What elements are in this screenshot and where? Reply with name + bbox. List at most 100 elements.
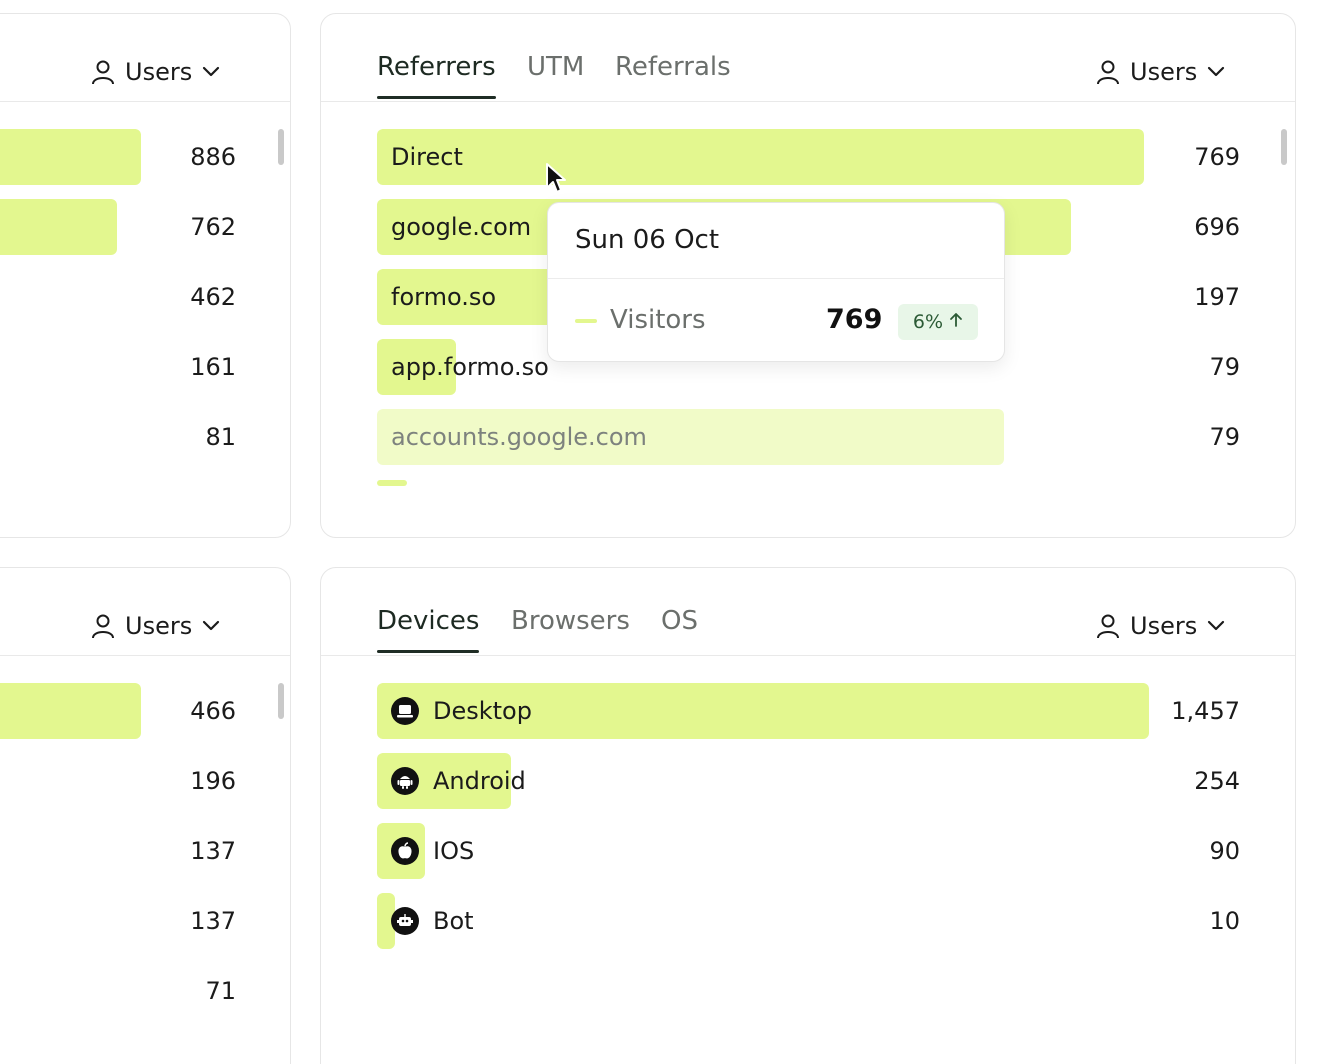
row-value: 886 bbox=[190, 143, 236, 171]
row-label: app.formo.so bbox=[391, 353, 549, 381]
row-label: formo.so bbox=[391, 283, 497, 311]
row-value: 1,457 bbox=[1171, 697, 1240, 725]
card-header: Users bbox=[0, 568, 290, 656]
list-item[interactable]: 161 bbox=[0, 339, 290, 395]
list-item[interactable]: Bot 10 bbox=[377, 893, 1242, 949]
metric-selector-label: Users bbox=[125, 612, 193, 640]
list-overflow-bar bbox=[377, 480, 407, 486]
list-item[interactable]: 137 bbox=[0, 823, 290, 879]
bottom-left-card: Users 466 196 137 137 71 bbox=[0, 567, 291, 1064]
value-bar bbox=[0, 199, 118, 255]
top-left-card: Users 886 762 462 161 81 bbox=[0, 13, 291, 538]
row-label: Android bbox=[433, 767, 526, 795]
value-bar bbox=[377, 409, 1004, 465]
list-item[interactable]: 81 bbox=[0, 409, 290, 465]
change-badge: 6% bbox=[898, 304, 978, 340]
arrow-up-icon bbox=[949, 311, 963, 333]
list-item[interactable]: Desktop 1,457 bbox=[377, 683, 1242, 739]
tooltip-value: 769 bbox=[826, 304, 883, 335]
row-label: Direct bbox=[391, 143, 463, 171]
tab-os[interactable]: OS bbox=[661, 606, 698, 636]
row-value: 10 bbox=[1209, 907, 1240, 935]
row-value: 462 bbox=[190, 283, 236, 311]
user-icon bbox=[91, 59, 115, 85]
bot-icon bbox=[391, 907, 419, 935]
value-bar bbox=[377, 269, 574, 325]
value-bar bbox=[377, 683, 1149, 739]
scrollbar[interactable] bbox=[278, 683, 284, 719]
row-value: 81 bbox=[205, 423, 236, 451]
devices-card: Devices Browsers OS Users Desktop 1,457 An… bbox=[320, 567, 1296, 1064]
list-item[interactable]: 196 bbox=[0, 753, 290, 809]
chevron-down-icon bbox=[1207, 66, 1225, 78]
tooltip-date: Sun 06 Oct bbox=[575, 225, 720, 255]
metric-selector[interactable]: Users bbox=[1096, 58, 1225, 86]
list-item[interactable]: 886 bbox=[0, 129, 290, 185]
apple-icon bbox=[391, 837, 419, 865]
user-icon bbox=[1096, 59, 1120, 85]
list-item[interactable]: formo.so 197 bbox=[377, 269, 1242, 325]
android-icon bbox=[391, 767, 419, 795]
chevron-down-icon bbox=[202, 66, 220, 78]
list-item[interactable]: 71 bbox=[0, 963, 290, 1019]
metric-selector[interactable]: Users bbox=[91, 58, 220, 86]
row-value: 769 bbox=[1194, 143, 1240, 171]
tab-referrers[interactable]: Referrers bbox=[377, 52, 496, 99]
divider bbox=[548, 278, 1004, 279]
metric-selector[interactable]: Users bbox=[1096, 612, 1225, 640]
user-icon bbox=[1096, 613, 1120, 639]
series-swatch bbox=[575, 319, 597, 323]
list-item[interactable]: 762 bbox=[0, 199, 290, 255]
row-value: 466 bbox=[190, 697, 236, 725]
tab-referrals[interactable]: Referrals bbox=[615, 52, 731, 82]
tab-devices[interactable]: Devices bbox=[377, 606, 480, 653]
metric-selector[interactable]: Users bbox=[91, 612, 220, 640]
row-value: 90 bbox=[1209, 837, 1240, 865]
user-icon bbox=[91, 613, 115, 639]
row-value: 762 bbox=[190, 213, 236, 241]
list-item[interactable]: Direct 769 bbox=[377, 129, 1242, 185]
value-bar bbox=[377, 893, 395, 949]
row-label: google.com bbox=[391, 213, 532, 241]
list-item[interactable]: app.formo.so 79 bbox=[377, 339, 1242, 395]
list-item[interactable]: 466 bbox=[0, 683, 290, 739]
metric-selector-label: Users bbox=[1130, 58, 1198, 86]
chart-tooltip: Sun 06 Oct Visitors 769 6% bbox=[547, 202, 1005, 362]
desktop-icon bbox=[391, 697, 419, 725]
card-header: Users bbox=[0, 14, 290, 102]
mouse-cursor-icon bbox=[545, 162, 567, 198]
value-bar bbox=[377, 339, 456, 395]
row-value: 137 bbox=[190, 837, 236, 865]
list-item[interactable]: IOS 90 bbox=[377, 823, 1242, 879]
metric-selector-label: Users bbox=[1130, 612, 1198, 640]
row-value: 196 bbox=[190, 767, 236, 795]
chevron-down-icon bbox=[202, 620, 220, 632]
value-bar bbox=[0, 683, 141, 739]
tab-utm[interactable]: UTM bbox=[527, 52, 585, 82]
row-value: 79 bbox=[1209, 423, 1240, 451]
row-label: Desktop bbox=[433, 697, 532, 725]
chevron-down-icon bbox=[1207, 620, 1225, 632]
list-item[interactable]: 462 bbox=[0, 269, 290, 325]
tooltip-metric-label: Visitors bbox=[610, 305, 706, 335]
row-value: 79 bbox=[1209, 353, 1240, 381]
card-header: Referrers UTM Referrals Users bbox=[321, 14, 1295, 102]
row-value: 161 bbox=[190, 353, 236, 381]
tab-browsers[interactable]: Browsers bbox=[511, 606, 630, 636]
row-value: 254 bbox=[1194, 767, 1240, 795]
scrollbar[interactable] bbox=[1281, 129, 1287, 165]
card-header: Devices Browsers OS Users bbox=[321, 568, 1295, 656]
row-value: 696 bbox=[1194, 213, 1240, 241]
row-value: 137 bbox=[190, 907, 236, 935]
row-label: Bot bbox=[433, 907, 474, 935]
change-value: 6% bbox=[912, 311, 944, 333]
value-bar bbox=[377, 129, 1144, 185]
list-item[interactable]: Android 254 bbox=[377, 753, 1242, 809]
scrollbar[interactable] bbox=[278, 129, 284, 165]
row-value: 71 bbox=[205, 977, 236, 1005]
metric-selector-label: Users bbox=[125, 58, 193, 86]
list-item[interactable]: accounts.google.com 79 bbox=[377, 409, 1242, 465]
value-bar bbox=[0, 129, 141, 185]
list-item[interactable]: 137 bbox=[0, 893, 290, 949]
row-label: accounts.google.com bbox=[391, 423, 647, 451]
